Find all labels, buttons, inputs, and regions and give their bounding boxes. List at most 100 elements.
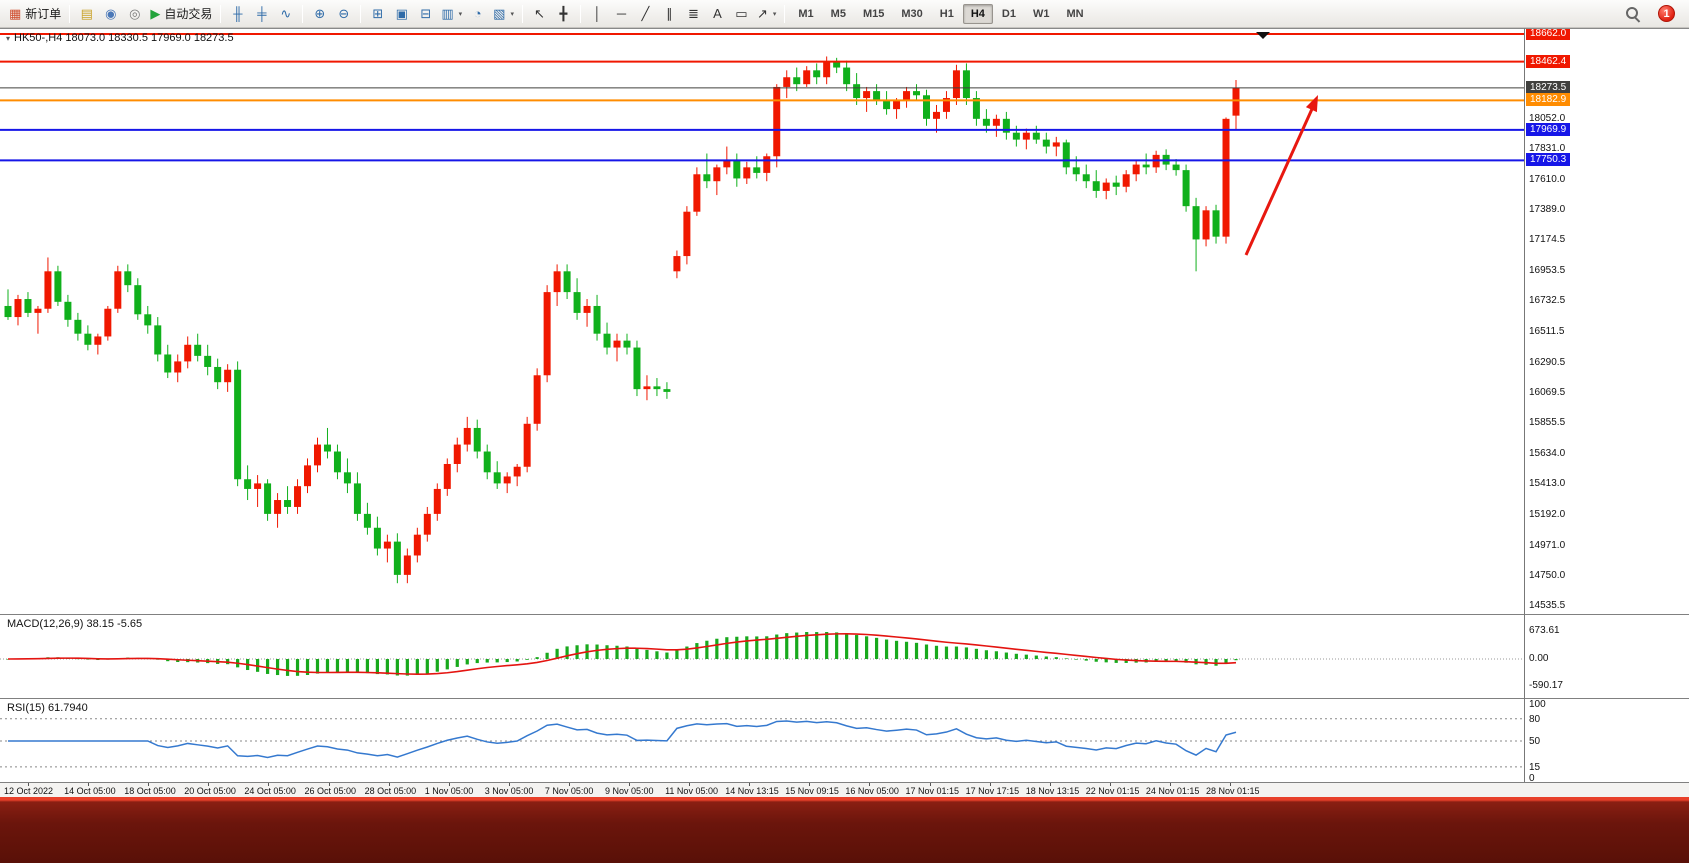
time-axis-tick (568, 783, 570, 786)
search-button[interactable] (1621, 3, 1644, 25)
toolbar-separator (521, 4, 523, 23)
price-tag-18273.5[interactable]: 18273.5 (1526, 80, 1571, 94)
time-axis-label: 9 Nov 05:00 (605, 786, 654, 796)
navigator-icon-button[interactable]: ◎ (123, 3, 146, 25)
zoom-in-button[interactable]: ⊕ (308, 3, 331, 25)
data-window-icon-icon: ◉ (105, 6, 117, 21)
rsi-scale-label: 15 (1529, 761, 1541, 773)
horizontal-line-button[interactable]: ─ (610, 3, 633, 25)
auto-trading-button[interactable]: ▶ 自动交易 (147, 3, 215, 25)
timeframe-h4[interactable]: H4 (962, 3, 993, 24)
time-axis-label: 16 Nov 05:00 (845, 786, 899, 796)
time-axis-tick (28, 783, 29, 786)
price-tag-17969.9[interactable]: 17969.9 (1526, 122, 1571, 136)
time-axis-label: 11 Nov 05:00 (665, 786, 718, 796)
new-chart-button[interactable]: ▥ ▾ (438, 3, 465, 25)
vertical-line-button[interactable]: │ (586, 3, 609, 25)
time-axis-tick (989, 783, 991, 786)
timeframe-group: M1 M5 M15 M30 H1 H4 D1 W1 MN (790, 3, 1091, 24)
candlestick-chart[interactable] (0, 29, 1524, 614)
object-anchor-marker[interactable] (1256, 32, 1270, 39)
chart-menu-marker-icon: ▾ (6, 33, 11, 43)
price-tag-18182.9[interactable]: 18182.9 (1526, 93, 1571, 107)
price-scale[interactable]: 18052.0 17831.0 17610.0 17389.0 17174.5 16953… (1524, 28, 1689, 614)
indicators-button[interactable]: ▣ (390, 3, 413, 25)
bottom-red-bar (0, 797, 1689, 863)
price-tag-18462.4[interactable]: 18462.4 (1526, 54, 1571, 68)
snapshot-button[interactable]: ▧ ▾ (490, 3, 517, 25)
time-axis-label: 28 Nov 01:15 (1206, 786, 1260, 796)
toolbar-group: ╫ ╪ ∿ (226, 3, 297, 25)
macd-panel[interactable]: MACD(12,26,9) 38.15 -5.65 (0, 614, 1524, 698)
time-axis-label: 24 Oct 05:00 (244, 786, 296, 796)
chevron-down-icon: ▾ (772, 10, 777, 18)
navigator-icon-icon: ◎ (129, 6, 141, 21)
timeframe-d1[interactable]: D1 (1001, 7, 1016, 20)
timeframe-m1[interactable]: M1 (798, 7, 814, 20)
new-order-icon: ▦ (9, 6, 22, 21)
rsi-scale-label: 50 (1529, 736, 1541, 747)
chevron-down-icon: ▾ (510, 10, 514, 18)
price-scale-label: 15192.0 (1529, 508, 1566, 520)
toolbar-group: │ ─ ╱ ∥ ≣ A ▭ ↗ ▾ (586, 3, 779, 25)
main-chart-canvas[interactable]: ▾ HK50-,H4 18073.0 18330.5 17969.0 18273… (0, 28, 1524, 614)
rsi-panel[interactable]: RSI(15) 61.7940 (0, 698, 1524, 782)
time-axis-label: 18 Nov 13:15 (1025, 786, 1080, 796)
trendline-button[interactable]: ╱ (634, 3, 657, 25)
cascade-windows-button[interactable]: ⊟ (414, 3, 437, 25)
notification-badge[interactable]: 1 (1658, 5, 1675, 22)
crosshair-button[interactable]: ╋ (552, 3, 575, 25)
chevron-down-icon: ▾ (458, 10, 463, 18)
time-axis-tick (208, 783, 210, 786)
price-scale-label: 15413.0 (1529, 478, 1566, 490)
text-button[interactable]: A (706, 3, 729, 25)
timeframe-m5[interactable]: M5 (830, 7, 846, 20)
time-axis-tick (508, 783, 510, 786)
cursor-button[interactable]: ↖ (528, 3, 551, 25)
tile-windows-button[interactable]: ⊞ (366, 3, 389, 25)
data-window-icon-button[interactable]: ◉ (99, 3, 122, 25)
fibonacci-icon: ≣ (688, 6, 699, 21)
time-axis-tick (749, 783, 751, 786)
price-tag-17750.3[interactable]: 17750.3 (1526, 153, 1571, 167)
bar-chart-type-button[interactable]: ╫ (226, 3, 249, 25)
candlestick-type-button[interactable]: ╪ (250, 3, 273, 25)
timeframe-h1[interactable]: H1 (939, 7, 954, 20)
toolbar-separator (360, 4, 362, 23)
timeframe-m15[interactable]: M15 (862, 7, 885, 20)
timeframe-m30[interactable]: M30 (901, 7, 923, 20)
line-chart-type-button[interactable]: ∿ (274, 3, 297, 25)
time-axis[interactable]: 12 Oct 2022 14 Oct 05:00 18 Oct 05:00 20 Oc… (0, 782, 1689, 797)
trend-arrow-annotation[interactable] (1244, 95, 1318, 256)
price-scale-label: 14750.0 (1529, 570, 1566, 582)
auto-trading-icon: ▶ (150, 6, 161, 21)
toolbar-group: ⊕ ⊖ (308, 3, 355, 25)
zoom-out-button[interactable]: ⊖ (332, 3, 355, 25)
price-scale-label: 15634.0 (1529, 447, 1566, 459)
time-axis-tick (929, 783, 931, 786)
chart-title-text: HK50-,H4 18073.0 18330.5 17969.0 18273.5 (14, 32, 234, 44)
arrow-objects-button[interactable]: ↗ ▾ (754, 3, 779, 25)
time-axis-tick (148, 783, 150, 786)
price-tag-18662.0[interactable]: 18662.0 (1526, 29, 1571, 40)
price-scale-label: 17610.0 (1529, 173, 1566, 185)
toolbar-right: 1 (1621, 3, 1683, 25)
time-axis-label: 17 Nov 01:15 (905, 786, 960, 796)
timeframe-w1[interactable]: W1 (1032, 7, 1050, 20)
period-cycle-button[interactable]: ◔ (466, 3, 489, 25)
fibonacci-button[interactable]: ≣ (682, 3, 705, 25)
macd-scale-label: -590.17 (1529, 680, 1563, 691)
market-watch-icon-icon: ▤ (80, 6, 93, 21)
equidistant-channel-button[interactable]: ∥ (658, 3, 681, 25)
timeframe-mn[interactable]: MN (1066, 7, 1084, 20)
time-axis-tick (328, 783, 330, 786)
text-label-button[interactable]: ▭ (730, 3, 753, 25)
price-scale-label: 16511.5 (1529, 326, 1565, 338)
rsi-line (8, 720, 1237, 759)
market-watch-icon-button[interactable]: ▤ (75, 3, 98, 25)
text-label-icon: ▭ (735, 6, 748, 21)
new-order-button[interactable]: ▦ 新订单 (6, 3, 64, 25)
indicators-icon: ▣ (395, 6, 408, 21)
bar-chart-type-icon: ╫ (233, 6, 243, 21)
toolbar-group: ⊞ ▣ ⊟ ▥ ▾ ◔ ▧ ▾ (366, 3, 517, 25)
